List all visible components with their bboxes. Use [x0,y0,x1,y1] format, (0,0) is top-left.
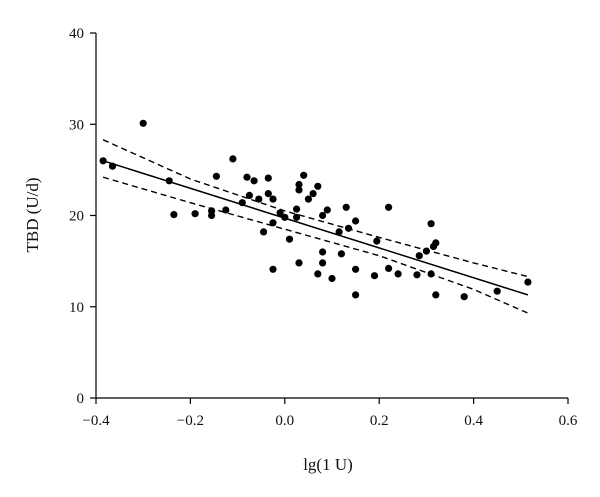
data-point [309,190,317,198]
data-point [352,291,360,299]
data-point [245,191,253,199]
data-point [191,210,199,218]
data-point [285,235,294,243]
data-point [352,217,360,225]
x-tick-label: 0.2 [370,413,389,429]
data-point [264,190,272,198]
y-tick-label: 30 [69,117,84,133]
data-point [460,293,468,301]
x-tick-label: 0.6 [559,413,578,429]
data-point [314,182,322,190]
x-tick-label: 0.0 [275,413,294,429]
regression-line-group [102,160,529,296]
data-point [208,207,216,215]
data-point [304,195,312,203]
data-point [222,206,230,214]
data-point [352,265,360,273]
data-point [269,195,277,203]
data-point [493,287,501,295]
data-point [99,157,107,165]
data-point [370,272,379,280]
x-tick-label: −0.4 [82,413,110,429]
data-point [427,220,435,228]
data-point [432,239,440,247]
data-point [269,265,277,273]
data-point [422,247,430,255]
data-point [385,264,393,272]
confidence-upper-line [102,139,529,278]
y-tick-label: 20 [69,209,84,225]
y-tick-label: 0 [77,391,85,407]
data-point [323,206,331,214]
data-point [295,186,303,194]
confidence-lower-line [102,176,529,314]
data-point [328,274,336,283]
x-tick-label: 0.4 [464,413,483,429]
data-point [335,228,343,236]
data-point [415,252,423,260]
x-axis-title: lg(1 U) [303,455,353,474]
data-point [342,203,350,211]
data-point [300,171,308,179]
confidence-band [102,139,529,314]
data-point [260,228,268,236]
data-point [427,270,435,278]
data-point [238,199,246,207]
data-point [344,224,353,232]
data-point [432,291,440,299]
data-point [385,203,393,211]
data-point [319,248,327,256]
data-point [319,259,327,267]
x-tick-label: −0.2 [177,413,204,429]
data-point [250,177,258,185]
data-point [373,237,381,245]
data-points [99,119,532,301]
data-point [229,155,237,163]
data-point [170,211,178,219]
data-point [139,119,147,127]
regression-line [102,160,529,296]
data-point [255,195,263,203]
data-point [293,205,301,213]
data-point [337,250,345,258]
data-point [319,211,327,220]
y-tick-label: 40 [69,26,84,42]
data-point [281,213,289,221]
axes: −0.4 −0.2 0.0 0.2 0.4 0.6 0 10 20 30 40 [69,26,578,429]
data-point [165,177,173,185]
data-point [295,180,303,189]
data-point [314,270,322,278]
y-tick-label: 10 [69,300,84,316]
data-point [108,162,117,170]
data-point [243,173,251,181]
data-point [293,213,301,221]
data-point [413,271,421,279]
data-point [524,278,532,286]
data-point [269,219,277,227]
y-axis-title: TBD (U/d) [23,177,42,252]
data-point [295,259,303,267]
data-point [276,209,284,217]
data-point [264,174,272,182]
data-point [394,270,402,278]
data-point [212,172,220,180]
